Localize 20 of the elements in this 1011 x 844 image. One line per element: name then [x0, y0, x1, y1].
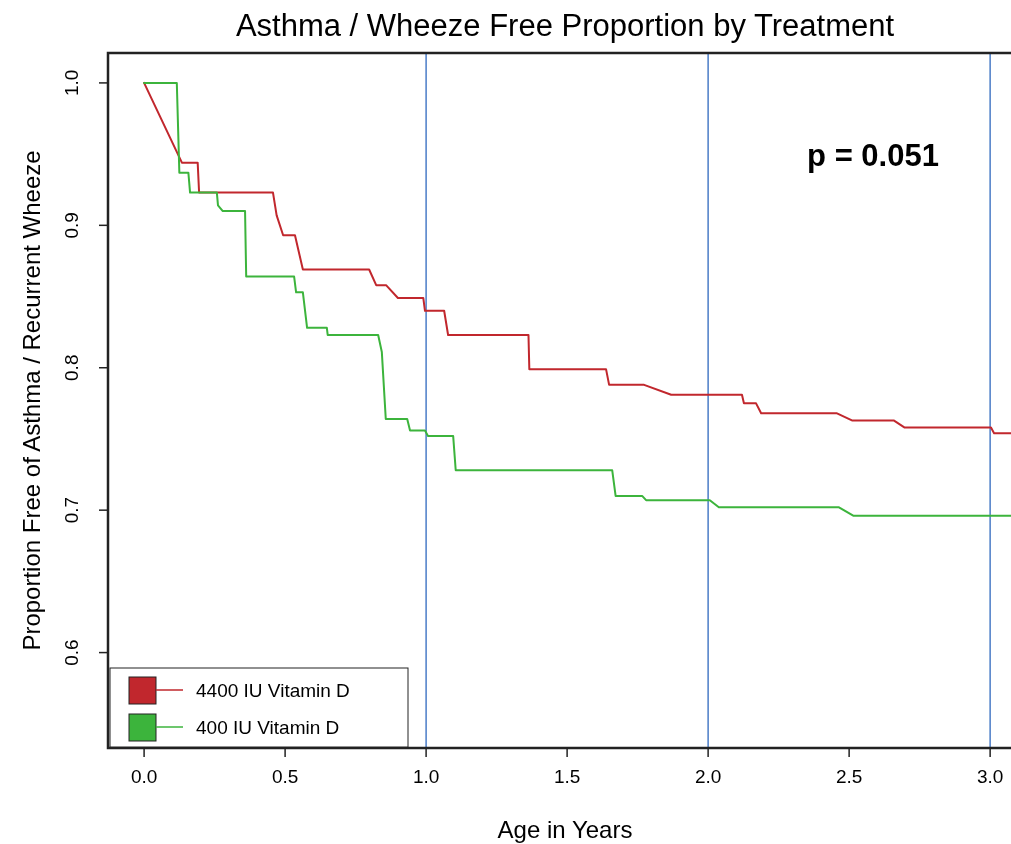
y-axis-title: Proportion Free of Asthma / Recurrent Wheeze	[18, 150, 45, 651]
line-series	[143, 81, 1011, 517]
y-tick-label: 1.0	[61, 69, 82, 97]
y-tick-label: 0.6	[61, 639, 82, 666]
chart-title: Asthma / Wheeze Free Proportion by Treatment	[235, 8, 895, 43]
y-tick-label: 0.9	[61, 212, 82, 239]
y-tick-label: 0.7	[61, 496, 82, 524]
x-tick-label: 3.0	[976, 766, 1004, 787]
x-axis-title: Age in Years	[497, 816, 633, 843]
y-tick-label: 0.8	[61, 354, 82, 381]
line-series	[143, 81, 1011, 435]
x-tick-label: 1.0	[412, 766, 440, 787]
x-tick-label: 2.0	[694, 766, 722, 787]
x-tick-label: 0.0	[130, 766, 158, 787]
x-tick-label: 0.5	[271, 766, 299, 787]
x-tick-label: 1.5	[553, 766, 581, 787]
legend-label: 400 IU Vitamin D	[196, 717, 340, 738]
legend-label: 4400 IU Vitamin D	[196, 680, 350, 701]
x-tick-label: 2.5	[835, 766, 863, 787]
annotation: p = 0.051	[807, 138, 939, 173]
